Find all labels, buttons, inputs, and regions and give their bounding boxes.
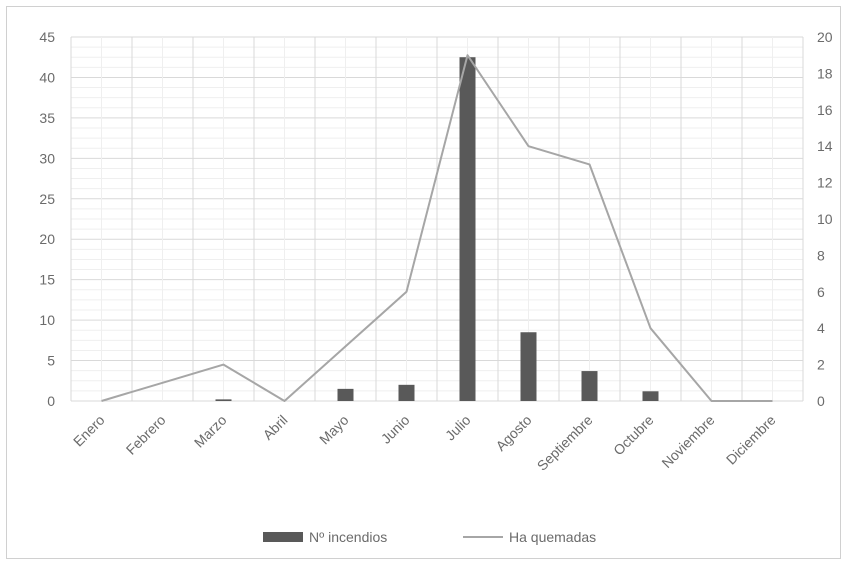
bar xyxy=(337,388,354,401)
x-tick-label: Agosto xyxy=(492,412,534,454)
x-axis: Enero Febrero Marzo Abril Mayo Junio Julio Agos… xyxy=(70,412,779,474)
y-tick-label-right: 4 xyxy=(817,320,825,336)
chart-frame: 0 5 10 15 20 25 30 35 40 45 0 2 4 6 8 10 12 14 16 18 20 Ene… xyxy=(6,6,841,559)
y-tick-label-left: 5 xyxy=(47,353,55,369)
y-tick-label-right: 20 xyxy=(817,29,833,45)
bar xyxy=(459,57,476,401)
legend-label-bar: Nº incendios xyxy=(309,529,387,545)
gridlines xyxy=(70,36,804,402)
x-tick-label: Junio xyxy=(378,412,413,447)
y-axis-left: 0 5 10 15 20 25 30 35 40 45 xyxy=(39,29,55,409)
y-tick-label-right: 0 xyxy=(817,393,825,409)
x-tick-label: Abril xyxy=(259,412,290,443)
x-tick-label: Octubre xyxy=(610,412,657,459)
y-tick-label-right: 2 xyxy=(817,357,825,373)
x-tick-label: Diciembre xyxy=(723,412,779,468)
line-series-ha-quemadas xyxy=(101,54,773,402)
legend: Nº incendios Ha quemadas xyxy=(263,529,596,545)
bar xyxy=(398,384,415,401)
y-tick-label-left: 25 xyxy=(39,191,55,207)
y-tick-label-left: 45 xyxy=(39,29,55,45)
legend-label-line: Ha quemadas xyxy=(509,529,596,545)
x-tick-label: Enero xyxy=(70,412,108,450)
y-axis-right: 0 2 4 6 8 10 12 14 16 18 20 xyxy=(817,29,833,409)
bar xyxy=(642,391,659,401)
y-tick-label-right: 14 xyxy=(817,138,833,154)
bar xyxy=(581,371,598,401)
y-tick-label-left: 30 xyxy=(39,150,55,166)
legend-swatch-bar xyxy=(263,532,303,542)
y-tick-label-left: 40 xyxy=(39,69,55,85)
y-tick-label-right: 18 xyxy=(817,65,833,81)
y-tick-label-right: 12 xyxy=(817,175,833,191)
x-tick-label: Noviembre xyxy=(658,412,717,471)
line-path xyxy=(101,54,773,402)
y-tick-label-right: 16 xyxy=(817,102,833,118)
bar-series-incendios xyxy=(215,57,659,401)
combo-chart: 0 5 10 15 20 25 30 35 40 45 0 2 4 6 8 10 12 14 16 18 20 Ene… xyxy=(39,29,833,545)
y-tick-label-right: 6 xyxy=(817,284,825,300)
x-tick-label: Mayo xyxy=(316,412,352,448)
bar xyxy=(520,332,537,401)
y-tick-label-right: 8 xyxy=(817,247,825,263)
y-tick-label-right: 10 xyxy=(817,211,833,227)
x-tick-label: Marzo xyxy=(191,412,230,451)
y-tick-label-left: 35 xyxy=(39,110,55,126)
x-tick-label: Septiembre xyxy=(534,412,596,474)
y-tick-label-left: 0 xyxy=(47,393,55,409)
bar xyxy=(215,399,232,401)
y-tick-label-left: 15 xyxy=(39,272,55,288)
y-tick-label-left: 10 xyxy=(39,312,55,328)
x-tick-label: Febrero xyxy=(123,412,169,458)
y-tick-label-left: 20 xyxy=(39,231,55,247)
x-tick-label: Julio xyxy=(442,412,474,444)
